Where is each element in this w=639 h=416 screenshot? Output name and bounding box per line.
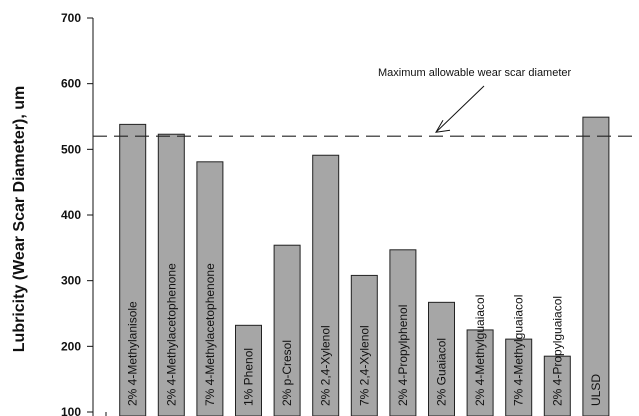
y-tick-label: 600 [61,77,81,91]
bar-label: 2% 4-Methylguaiacol [473,295,487,406]
bar-labels: 2% 4-Methylanisole 2% 4-Methylacetophenon… [126,263,603,406]
bar-label: 1% Phenol [242,348,256,406]
bar [428,301,455,416]
bar [582,116,610,416]
bar-label: 2% 2,4-Xylenol [319,325,333,406]
bars [119,116,610,416]
bar [312,154,340,416]
bar [273,244,301,416]
arrow-head [435,119,451,133]
bar [235,324,262,416]
bar [466,329,494,416]
bar [196,161,224,416]
bar-label: 2% Guaiacol [435,338,449,406]
bar-label: 2% 4-Propylphenol [396,305,410,406]
threshold-label: Maximum allowable wear scar diameter [378,67,572,79]
bar [505,338,533,416]
y-tick-label: 700 [61,11,81,25]
y-tick-label: 500 [61,142,81,156]
bar-label: 7% 4-Methylacetophenone [203,263,217,406]
bar [350,274,378,416]
arrow-shaft [435,85,485,133]
bar-label: 7% 4-Methylguaiacol [512,295,526,406]
y-tick-label: 100 [61,405,81,416]
y-axis-title: Lubricity (Wear Scar Diameter), um [11,86,28,352]
bar [543,355,571,416]
y-tick-label: 200 [61,339,81,353]
bar-label: 2% 4-Methylanisole [126,301,140,406]
bar-label: ULSD [589,374,603,406]
y-tick-label: 300 [61,274,81,288]
bar-label: 7% 2,4-Xylenol [357,325,371,406]
bar-label: 2% 4-Methylacetophenone [164,263,178,406]
bar-label: 2% 4-Propylguaiacol [550,296,564,406]
bar [389,249,417,416]
bar-label: 2% p-Cresol [280,340,294,406]
y-tick-label: 400 [61,208,81,222]
threshold-arrow [435,85,485,133]
